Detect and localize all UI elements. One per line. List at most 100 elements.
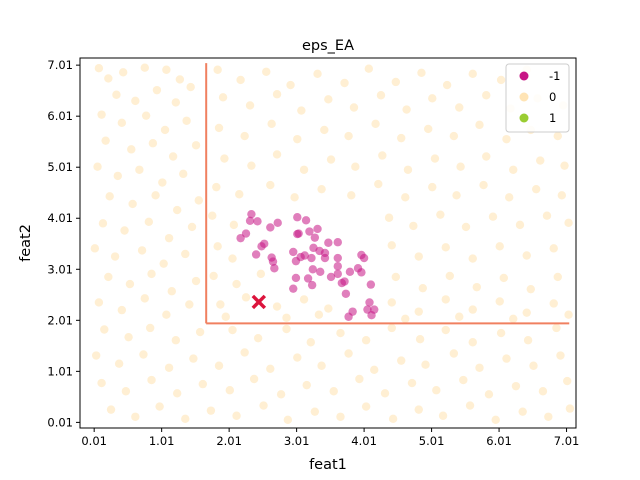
data-point [140,63,149,72]
data-point [438,411,448,420]
data-point [461,222,471,232]
data-point [268,257,278,266]
data-point [344,131,353,141]
data-point [502,354,511,363]
data-point [542,211,552,220]
data-point [262,67,271,76]
data-point [557,191,567,200]
x-tick-label: 2.01 [216,434,242,448]
data-point [155,402,164,411]
data-point [307,280,317,290]
data-point [391,272,401,282]
data-point [141,111,151,120]
data-point [236,75,245,85]
legend-label: 1 [549,111,556,125]
data-point [376,91,386,100]
data-point [418,283,428,293]
data-point [232,279,241,289]
data-point [158,178,167,187]
data-point [518,407,527,416]
legend-label: -1 [549,69,560,83]
data-point [104,74,113,83]
data-point [401,193,410,202]
x-tick-label: 0.01 [81,434,107,448]
data-point [414,307,423,316]
y-tick-label: 1.01 [47,364,73,378]
data-point [162,310,171,319]
data-point [414,405,423,414]
data-point [191,276,201,286]
data-point [313,224,322,234]
data-point [468,254,477,263]
data-point [147,375,156,385]
data-point [553,131,562,141]
data-point [216,300,225,309]
data-point [140,294,149,303]
data-point [482,152,491,161]
data-point [167,287,176,296]
data-point [117,305,127,315]
data-point [110,252,120,261]
data-point [565,404,575,413]
data-point [209,271,218,281]
data-point [291,273,301,283]
data-point [387,241,396,250]
data-point [247,209,256,219]
data-point [428,94,437,103]
data-point [324,95,333,104]
data-point [228,325,237,335]
data-point [189,354,198,363]
data-point [310,233,320,242]
x-axis-label: feat1 [309,457,347,473]
data-point [374,179,383,189]
data-point [118,68,128,77]
data-point [317,184,326,194]
data-point [442,80,452,90]
legend-label: 0 [549,90,556,104]
data-point [241,229,251,238]
data-point [220,154,229,163]
data-point [128,199,137,209]
data-point [564,310,573,319]
data-point [488,212,498,221]
data-point [329,387,338,396]
y-tick-label: 2.01 [47,313,73,327]
data-point [361,336,371,345]
data-point [148,139,158,148]
data-point [181,249,190,259]
data-point [538,387,548,396]
data-point [303,274,313,283]
data-point [266,364,275,373]
data-point [313,69,322,79]
data-point [349,103,359,112]
data-point [402,105,411,114]
data-point [401,314,410,323]
data-point [164,233,174,243]
data-point [387,298,396,307]
data-point [121,387,131,396]
data-point [384,213,394,222]
data-point [345,267,355,277]
data-point [101,136,110,145]
data-point [272,90,282,99]
data-point [260,239,269,248]
y-tick-label: 0.01 [47,415,73,429]
data-point [553,272,562,282]
data-point [240,131,249,141]
legend-swatch [519,92,529,102]
data-point [336,328,345,338]
data-point [267,119,276,129]
data-point [247,161,256,170]
data-point [556,351,565,360]
y-tick-label: 3.01 [47,262,73,276]
data-point [171,336,181,345]
data-point [241,293,251,302]
data-point [441,295,450,304]
data-point [187,222,197,232]
data-point [306,338,315,347]
data-point [314,310,324,319]
data-point [347,191,356,200]
data-point [293,353,302,362]
data-point [320,125,329,135]
